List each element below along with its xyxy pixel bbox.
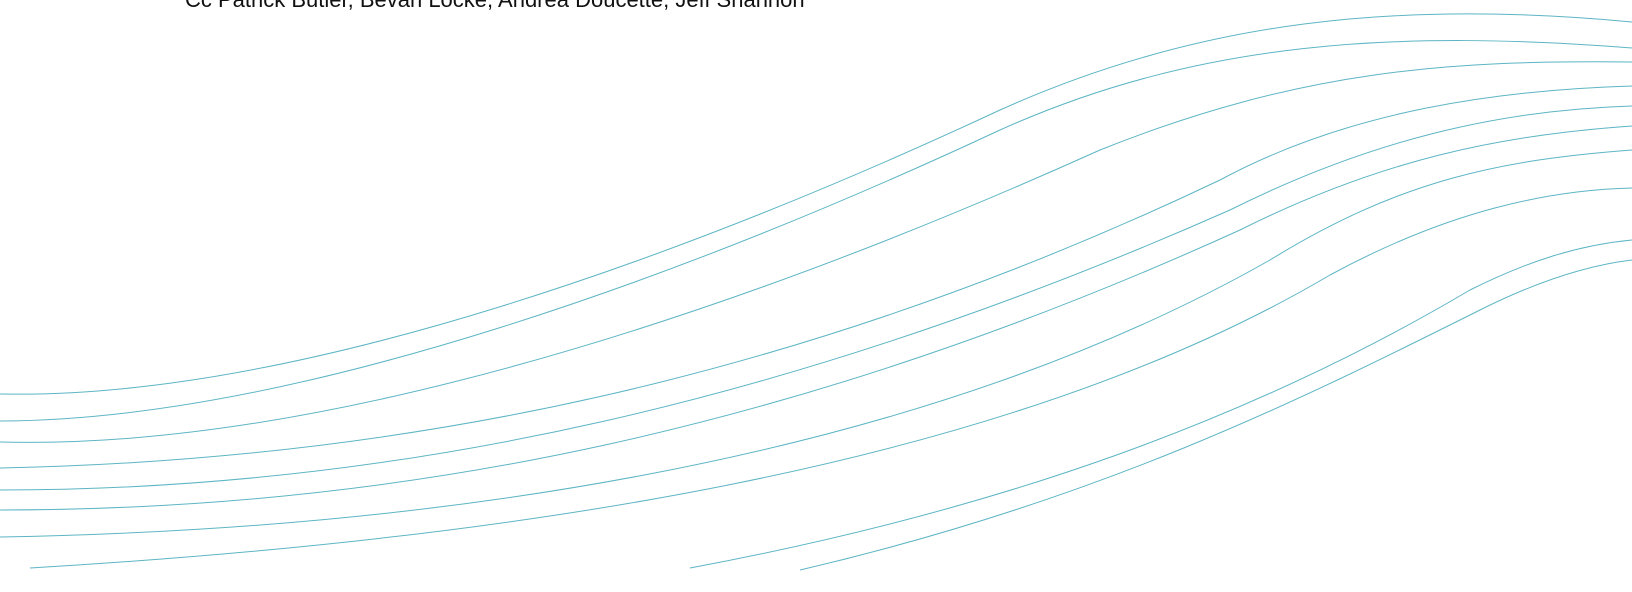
wave-line bbox=[0, 13, 1632, 395]
cc-line: Cc Patrick Butler, Bevan Locke, Andrea D… bbox=[185, 0, 805, 13]
wave-line bbox=[799, 259, 1632, 571]
wave-line bbox=[0, 105, 1632, 491]
wave-line bbox=[0, 125, 1632, 511]
wave-line bbox=[0, 40, 1632, 422]
wave-line bbox=[29, 187, 1632, 569]
wave-line bbox=[0, 61, 1632, 443]
wave-line bbox=[0, 149, 1632, 538]
wave-line bbox=[689, 239, 1632, 569]
wave-line bbox=[0, 85, 1632, 469]
